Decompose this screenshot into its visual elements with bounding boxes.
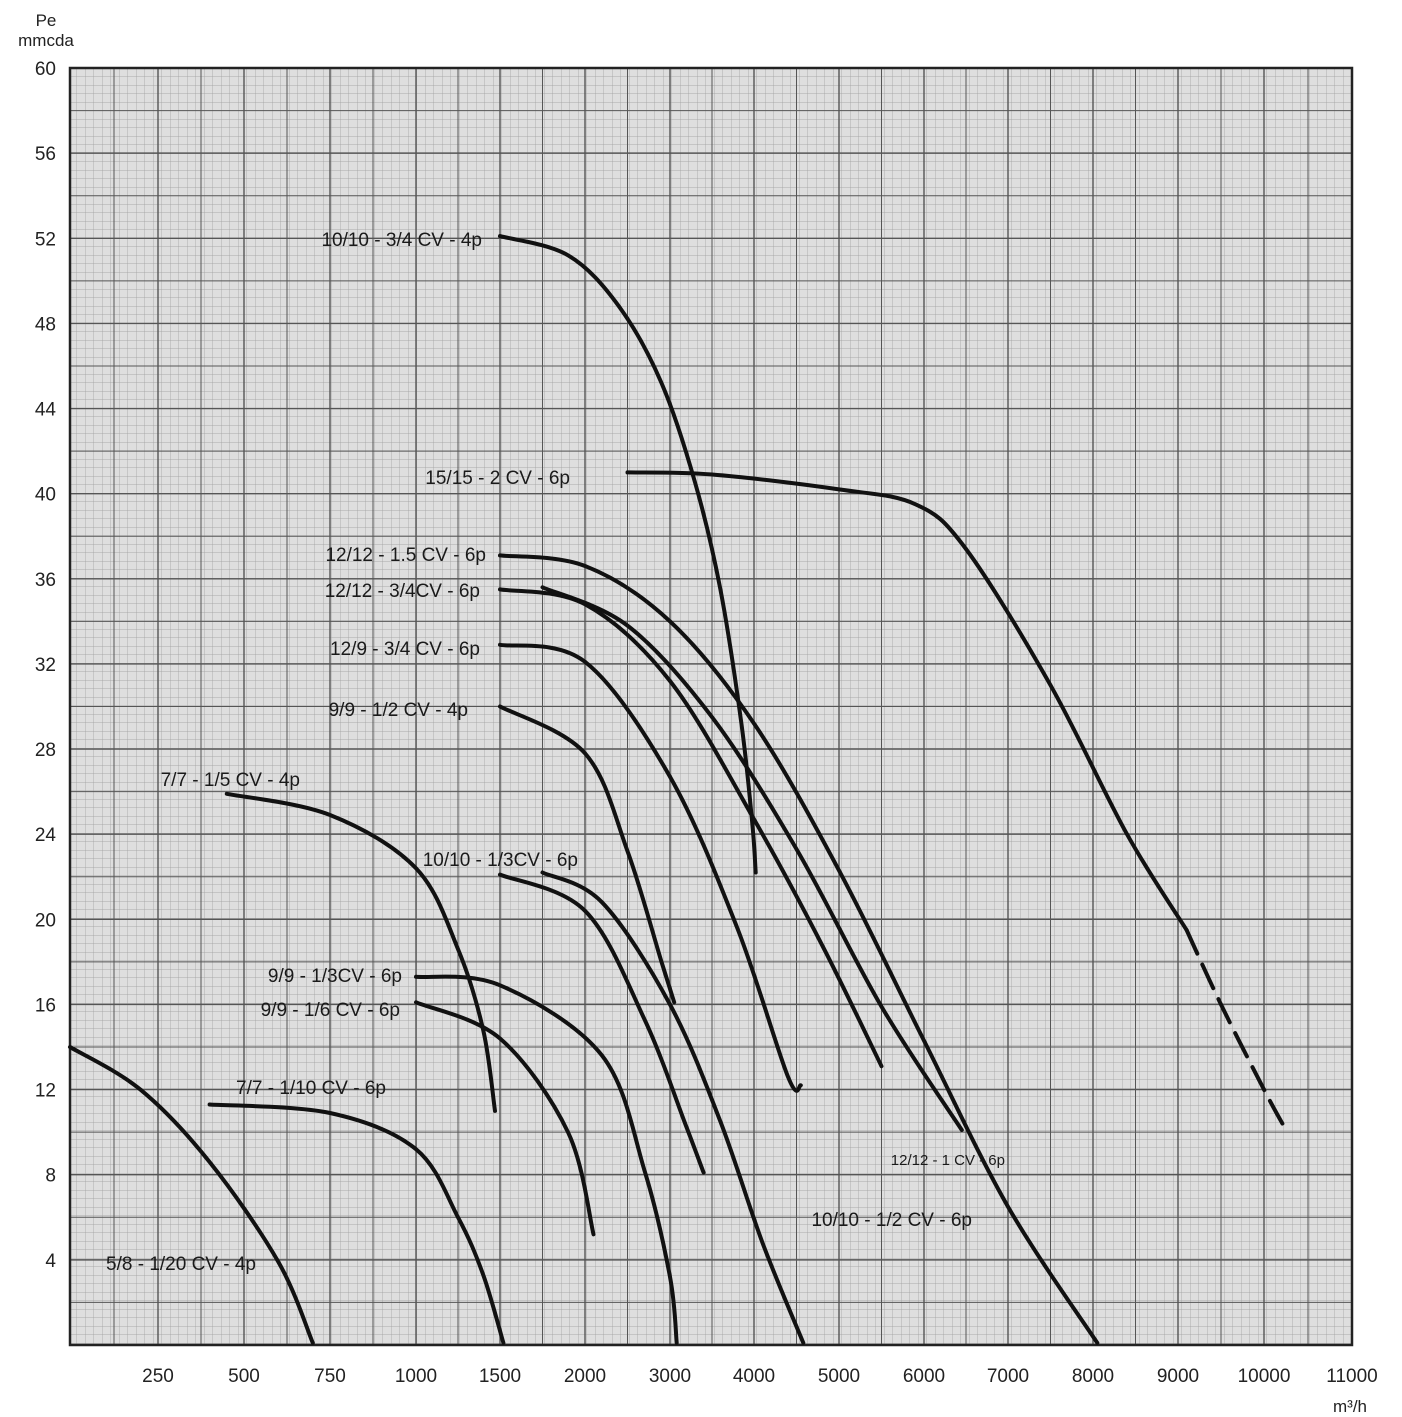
curve-5 — [498, 704, 677, 1005]
y-tick-label: 12 — [35, 1081, 56, 1102]
y-tick-label: 40 — [35, 485, 56, 506]
curve-label: 12/12 - 3/4CV - 6p — [325, 581, 480, 602]
x-tick-label: 9000 — [1157, 1366, 1199, 1387]
curve-13 — [68, 1045, 315, 1345]
curve-label: 10/10 - 3/4 CV - 4p — [321, 230, 482, 251]
curve-label: 15/15 - 2 CV - 6p — [425, 468, 570, 489]
x-tick-label: 10000 — [1238, 1366, 1291, 1387]
y-tick-label: 28 — [35, 740, 56, 761]
y-tick-label: 52 — [35, 229, 56, 250]
curve-label: 7/7 - 1/5 CV - 4p — [161, 770, 300, 791]
y-tick-label: 32 — [35, 655, 56, 676]
y-tick-label: 16 — [35, 995, 56, 1016]
curve-label: 10/10 - 1/3CV - 6p — [423, 850, 578, 871]
x-tick-label: 11000 — [1326, 1366, 1377, 1387]
curve-label: 9/9 - 1/6 CV - 6p — [261, 1000, 400, 1021]
curve-1 — [625, 470, 1189, 932]
y-tick-label: 20 — [35, 910, 56, 931]
x-tick-label: 1000 — [395, 1366, 437, 1387]
y-tick-label: 8 — [45, 1166, 56, 1187]
y-tick-label: 36 — [35, 570, 56, 591]
x-axis-title: m³/h — [1333, 1397, 1367, 1416]
curve-12 — [207, 1102, 506, 1345]
curve-9 — [414, 974, 679, 1345]
curves — [68, 234, 1288, 1345]
x-tick-label: 2000 — [564, 1366, 606, 1387]
x-tick-label: 5000 — [818, 1366, 860, 1387]
y-tick-label: 44 — [35, 400, 57, 421]
x-tick-label: 3000 — [649, 1366, 691, 1387]
x-tick-label: 750 — [314, 1366, 346, 1387]
y-tick-label: 56 — [35, 144, 56, 165]
curve-0 — [498, 234, 758, 875]
y-tick-label: 4 — [45, 1251, 56, 1272]
x-tick-label: 8000 — [1072, 1366, 1114, 1387]
curve-10 — [414, 1000, 596, 1237]
curve-8 — [540, 870, 806, 1345]
x-tick-label: 500 — [228, 1366, 260, 1387]
y-tick-label: 24 — [35, 825, 57, 846]
y-axis-title-line1: Pe — [36, 11, 57, 30]
curve-4 — [498, 642, 803, 1093]
curve-label: 12/12 - 1 CV - 6p — [891, 1152, 1005, 1169]
curve-7 — [498, 872, 706, 1175]
x-tick-label: 4000 — [733, 1366, 775, 1387]
y-axis-title-line2: mmcda — [18, 31, 74, 50]
curve-label: 12/12 - 1.5 CV - 6p — [325, 545, 486, 566]
y-tick-label: 60 — [35, 59, 56, 80]
curve-label: 5/8 - 1/20 CV - 4p — [106, 1254, 256, 1275]
plot-frame — [68, 66, 1354, 1347]
x-tick-label: 7000 — [987, 1366, 1029, 1387]
curve-label: 9/9 - 1/2 CV - 4p — [329, 700, 468, 721]
curve-1-dashed-extension — [1184, 928, 1288, 1132]
x-tick-label: 250 — [142, 1366, 174, 1387]
curve-2 — [498, 553, 1100, 1345]
x-tick-labels: 250 500 750 1000 1500 2000 3000 4000 5000 6000 700… — [142, 1366, 1378, 1387]
curve-label: 9/9 - 1/3CV - 6p — [268, 966, 402, 987]
curve-11 — [540, 585, 964, 1132]
curve-label: 10/10 - 1/2 CV - 6p — [811, 1210, 972, 1231]
y-tick-label: 48 — [35, 314, 56, 335]
curve-labels: 10/10 - 3/4 CV - 4p 15/15 - 2 CV - 6p 12/1… — [106, 230, 1005, 1275]
y-tick-labels: 60 56 52 48 44 40 36 32 28 24 20 16 12 8 4 — [35, 59, 57, 1272]
curve-label: 12/9 - 3/4 CV - 6p — [330, 639, 480, 660]
curve-6 — [224, 791, 497, 1113]
x-tick-label: 1500 — [479, 1366, 521, 1387]
curve-label: 7/7 - 1/10 CV - 6p — [236, 1078, 386, 1099]
x-tick-label: 6000 — [903, 1366, 945, 1387]
